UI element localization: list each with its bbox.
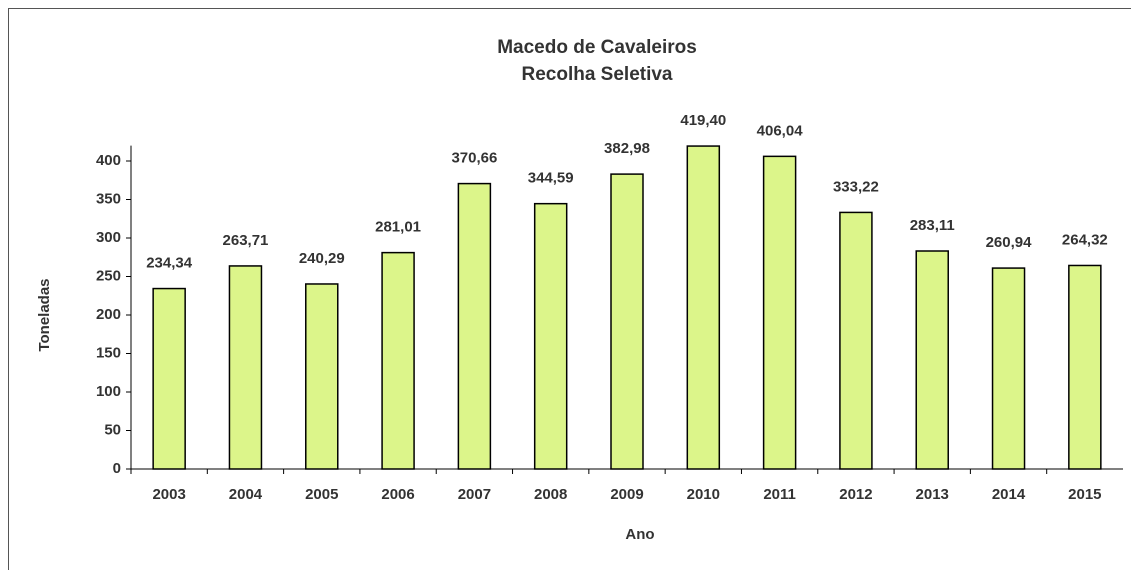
y-tick-label: 200 [96, 306, 121, 323]
x-tick-label: 2005 [305, 486, 338, 503]
bar [1068, 264, 1102, 470]
y-tick-label: 150 [96, 344, 121, 361]
value-label: 260,94 [986, 234, 1033, 251]
bar [152, 287, 186, 470]
x-tick-label: 2006 [381, 486, 414, 503]
chart-title: Macedo de Cavaleiros [497, 37, 697, 58]
x-tick-label: 2003 [152, 486, 185, 503]
value-label: 234,34 [146, 255, 193, 272]
chart-frame [8, 8, 1131, 570]
value-label: 263,71 [223, 232, 269, 249]
x-tick-label: 2009 [610, 486, 643, 503]
bar [839, 211, 873, 470]
value-label: 419,40 [680, 112, 726, 129]
y-tick-label: 350 [96, 190, 121, 207]
y-tick-label: 400 [96, 152, 121, 169]
value-label: 283,11 [910, 217, 955, 234]
x-tick-label: 2010 [687, 486, 720, 503]
x-tick-label: 2013 [916, 486, 949, 503]
bar [228, 265, 263, 470]
bar [686, 145, 721, 470]
x-tick-label: 2011 [763, 486, 796, 503]
value-label: 333,22 [833, 178, 879, 195]
bar [991, 267, 1026, 470]
bar [305, 283, 339, 470]
value-label: 240,29 [299, 250, 345, 267]
chart-subtitle: Recolha Seletiva [521, 64, 672, 85]
value-label: 264,32 [1062, 231, 1108, 248]
x-tick-label: 2004 [229, 486, 263, 503]
y-tick-label: 50 [104, 421, 121, 438]
x-axis-label: Ano [625, 526, 654, 543]
bar [762, 155, 797, 470]
x-tick-label: 2012 [839, 486, 872, 503]
x-tick-label: 2007 [458, 486, 491, 503]
bar [381, 251, 415, 470]
value-label: 344,59 [528, 170, 574, 187]
value-label: 370,66 [451, 150, 497, 167]
y-tick-label: 100 [96, 383, 121, 400]
bar [610, 173, 644, 470]
x-tick-label: 2014 [992, 486, 1026, 503]
y-tick-label: 0 [113, 460, 121, 477]
bar [457, 182, 492, 470]
x-tick-label: 2008 [534, 486, 567, 503]
value-label: 281,01 [375, 219, 421, 236]
y-axis-label: Toneladas [36, 278, 53, 351]
y-tick-label: 250 [96, 267, 121, 284]
bar [533, 202, 568, 470]
y-tick-label: 300 [96, 229, 121, 246]
value-label: 406,04 [757, 122, 804, 139]
x-tick-label: 2015 [1068, 486, 1101, 503]
value-label: 382,98 [604, 140, 650, 157]
bar [915, 250, 949, 470]
